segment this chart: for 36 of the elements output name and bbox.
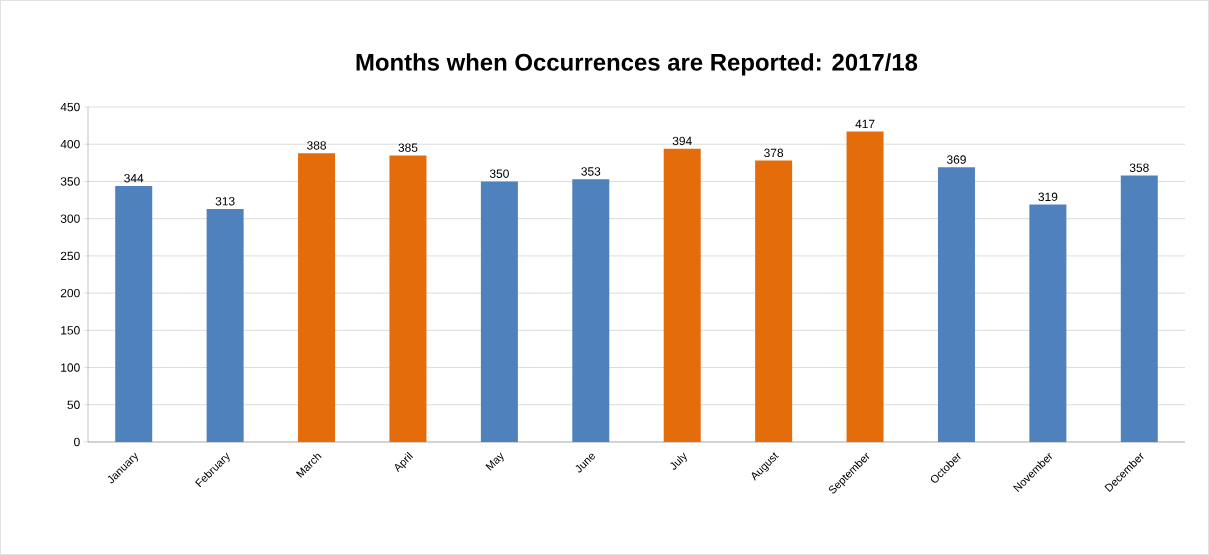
bar <box>389 155 427 442</box>
data-label: 417 <box>855 119 875 129</box>
data-label: 369 <box>946 155 966 164</box>
y-tick-label: 150 <box>61 326 80 335</box>
chart-title: Months when Occurrences are Reported: 2017/18 <box>356 53 918 76</box>
y-tick-label: 250 <box>60 251 80 261</box>
data-label: 394 <box>672 136 692 146</box>
data-label: 378 <box>764 148 784 158</box>
bar <box>298 153 336 442</box>
bar <box>1120 175 1158 442</box>
bar <box>572 179 610 442</box>
data-label: 358 <box>1129 163 1149 172</box>
y-tick-label: 100 <box>61 363 80 372</box>
bar <box>846 131 884 442</box>
y-tick-label: 350 <box>60 177 80 186</box>
bar <box>755 160 793 442</box>
y-tick-label: 450 <box>60 102 80 112</box>
bar <box>937 167 975 442</box>
y-tick-label: 300 <box>60 214 80 223</box>
y-tick-label: 400 <box>60 139 80 149</box>
data-label: 353 <box>581 167 601 176</box>
data-label: 344 <box>124 173 144 183</box>
y-tick-label: 0 <box>74 437 80 447</box>
y-tick-label: 200 <box>60 288 80 298</box>
bar <box>115 185 153 442</box>
bar <box>1029 204 1067 442</box>
data-label: 388 <box>307 141 326 150</box>
bar <box>206 208 244 442</box>
bar <box>480 181 518 442</box>
data-label: 319 <box>1038 192 1058 201</box>
data-label: 385 <box>398 143 418 152</box>
x-tick-label: July <box>670 452 687 470</box>
data-label: 313 <box>215 197 235 206</box>
data-label: 350 <box>489 169 509 178</box>
y-tick-label: 50 <box>67 400 80 409</box>
bar <box>663 148 701 442</box>
